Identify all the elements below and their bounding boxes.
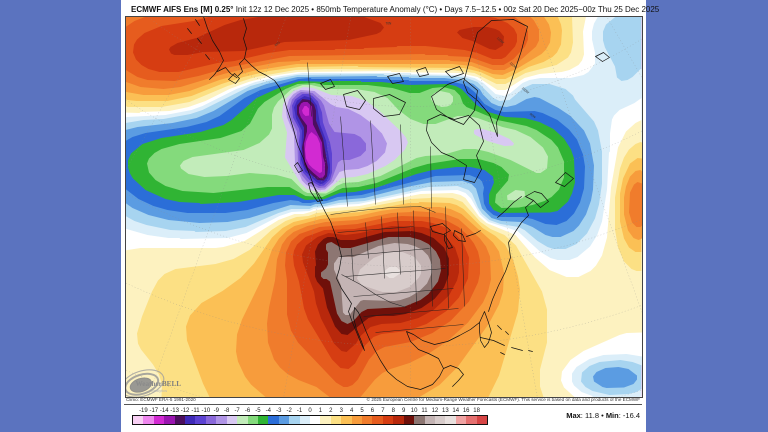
svg-text:120W: 120W bbox=[496, 36, 505, 44]
svg-text:100W: 100W bbox=[521, 86, 530, 94]
svg-text:110W: 110W bbox=[509, 61, 518, 69]
svg-text:70N: 70N bbox=[386, 22, 393, 26]
svg-text:WeatherBELL: WeatherBELL bbox=[136, 380, 182, 388]
svg-text:90W: 90W bbox=[529, 112, 537, 119]
svg-text:65N: 65N bbox=[274, 40, 282, 47]
svg-text:analytics: analytics bbox=[152, 388, 168, 393]
